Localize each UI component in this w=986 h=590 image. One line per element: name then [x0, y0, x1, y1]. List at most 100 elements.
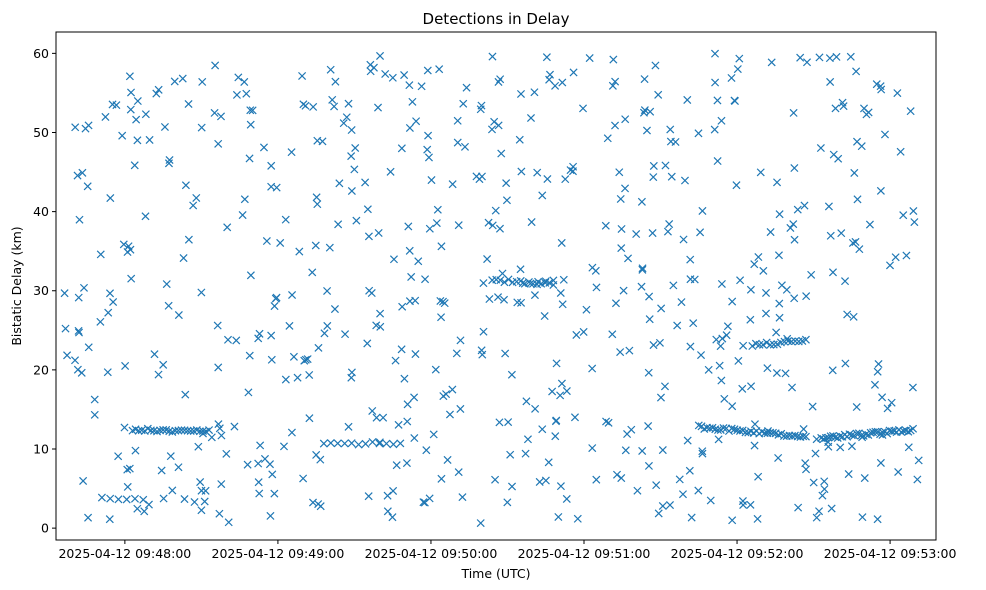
detection-point [733, 65, 742, 74]
detection-point [168, 486, 177, 495]
detection-point [162, 280, 171, 289]
detection-point [347, 186, 356, 196]
detection-point [549, 276, 558, 285]
detection-point [711, 78, 720, 87]
detection-point [454, 468, 463, 477]
detection-point [904, 427, 913, 436]
detection-point [660, 382, 669, 391]
detection-point [328, 95, 337, 104]
detection-point [558, 78, 567, 87]
detection-point [632, 230, 641, 239]
detection-point [97, 493, 106, 502]
detection-point [853, 195, 862, 204]
detection-point [713, 425, 723, 435]
detection-point [796, 53, 805, 62]
detection-point [197, 288, 206, 297]
detection-point [736, 276, 745, 285]
detection-point [295, 247, 304, 256]
detection-point [210, 108, 219, 117]
detection-point [131, 446, 140, 455]
detection-point [407, 272, 416, 281]
detection-point [775, 210, 784, 219]
detection-point [126, 88, 136, 97]
detection-point [766, 228, 775, 237]
detection-point [397, 144, 406, 153]
detection-point [910, 218, 919, 227]
detection-point [496, 276, 505, 285]
detection-point [824, 433, 833, 442]
detection-point [794, 503, 803, 512]
detection-point [383, 507, 392, 516]
detection-point [433, 205, 442, 214]
detection-point [750, 420, 759, 429]
detection-point [159, 360, 168, 369]
detection-point [323, 321, 332, 330]
detection-point [368, 438, 377, 447]
x-axis-ticks: 2025-04-12 09:48:00 2025-04-12 09:49:00 20… [58, 540, 957, 561]
detection-point [159, 494, 168, 503]
detection-point [74, 293, 83, 302]
detection-point [825, 54, 834, 63]
detection-point [669, 281, 678, 290]
detection-point [388, 513, 397, 522]
detection-point [217, 431, 226, 440]
detection-point [272, 293, 281, 302]
detection-point [255, 489, 264, 498]
detection-point [120, 423, 129, 432]
detection-point [122, 495, 131, 504]
detection-point [459, 99, 468, 108]
detection-point [159, 425, 168, 434]
detection-point [685, 466, 694, 475]
detection-point [876, 186, 885, 195]
detection-point [133, 97, 142, 106]
detection-point [801, 432, 810, 441]
detection-point [739, 500, 748, 510]
detection-point [334, 220, 343, 229]
detection-point [445, 410, 454, 419]
chart-title: Detections in Delay [423, 10, 570, 28]
detection-point [326, 438, 335, 448]
detection-point [852, 402, 861, 412]
detection-point [423, 145, 432, 154]
detection-point [141, 110, 150, 119]
detection-point [665, 220, 674, 229]
detection-point [873, 367, 882, 376]
detection-point [74, 328, 84, 337]
detection-point [860, 474, 869, 483]
detection-point [205, 426, 214, 435]
detection-point [753, 514, 762, 523]
detection-point [637, 197, 646, 206]
detection-point [639, 108, 648, 117]
detection-point [436, 296, 445, 306]
detection-point [642, 126, 651, 135]
detection-point [194, 442, 203, 451]
detection-point [429, 430, 438, 439]
detection-point [485, 294, 494, 304]
detection-point [458, 493, 467, 502]
detection-point [616, 348, 625, 357]
detection-point [517, 167, 526, 176]
detection-point [405, 123, 414, 133]
detection-point [504, 275, 513, 284]
detection-point [215, 509, 224, 518]
detection-point [402, 459, 411, 468]
detection-point [340, 439, 349, 448]
detection-point [60, 289, 69, 298]
detection-point [790, 235, 799, 244]
detection-point [244, 388, 253, 397]
detection-point [105, 289, 115, 298]
detection-point [686, 342, 695, 351]
detection-point [781, 369, 790, 378]
detection-point [288, 290, 297, 300]
detection-point [694, 421, 703, 430]
detection-point [710, 125, 719, 134]
detection-point [71, 123, 80, 132]
detection-point [476, 519, 485, 528]
detection-point [541, 476, 550, 485]
detection-point [883, 404, 892, 413]
detection-point [246, 271, 255, 280]
detection-point [552, 359, 561, 368]
detection-point [421, 275, 430, 284]
detection-point [254, 334, 263, 343]
detection-point [502, 179, 511, 188]
